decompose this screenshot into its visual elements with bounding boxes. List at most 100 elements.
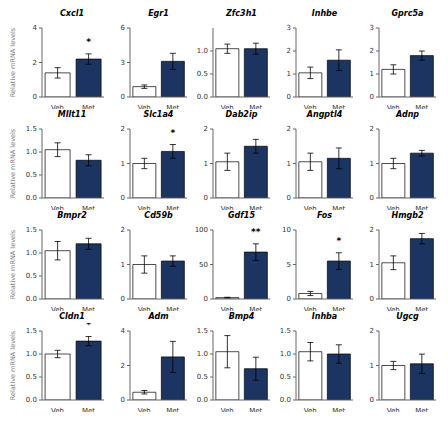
svg-text:Veh: Veh — [51, 407, 64, 412]
svg-text:Veh: Veh — [221, 306, 234, 311]
svg-text:Veh: Veh — [304, 306, 317, 311]
svg-text:Met: Met — [166, 205, 179, 210]
svg-text:0: 0 — [287, 194, 291, 202]
svg-text:0.0: 0.0 — [26, 295, 37, 303]
svg-text:Relative mRNA levels: Relative mRNA levels — [9, 128, 17, 198]
svg-text:1.5: 1.5 — [280, 327, 291, 335]
svg-text:Veh: Veh — [221, 104, 234, 109]
svg-text:0.0: 0.0 — [26, 396, 37, 404]
svg-text:2: 2 — [370, 327, 374, 335]
svg-text:*: * — [170, 128, 175, 138]
svg-text:1.0: 1.0 — [197, 47, 208, 55]
svg-text:Met: Met — [82, 205, 95, 210]
svg-text:Met: Met — [415, 104, 428, 109]
svg-text:1: 1 — [287, 70, 291, 78]
svg-text:0.5: 0.5 — [26, 373, 37, 381]
svg-text:Met: Met — [249, 306, 262, 311]
svg-text:Met: Met — [166, 306, 179, 311]
svg-text:Relative mRNA levels: Relative mRNA levels — [9, 229, 17, 299]
svg-text:*: * — [86, 323, 91, 330]
svg-text:Veh: Veh — [138, 205, 151, 210]
svg-text:0.5: 0.5 — [26, 272, 37, 280]
svg-text:Veh: Veh — [304, 104, 317, 109]
svg-text:1.0: 1.0 — [26, 249, 37, 257]
svg-text:4: 4 — [121, 327, 126, 335]
svg-text:0: 0 — [370, 93, 374, 101]
svg-text:Met: Met — [166, 407, 179, 412]
svg-text:Met: Met — [249, 407, 262, 412]
svg-text:Veh: Veh — [51, 306, 64, 311]
svg-text:Met: Met — [332, 306, 345, 311]
svg-text:Relative mRNA levels: Relative mRNA levels — [9, 330, 17, 400]
svg-text:Met: Met — [249, 104, 262, 109]
svg-text:2: 2 — [121, 125, 125, 133]
svg-text:2: 2 — [33, 59, 37, 67]
svg-text:Met: Met — [82, 104, 95, 109]
svg-text:2: 2 — [370, 47, 374, 55]
svg-text:Met: Met — [332, 104, 345, 109]
svg-text:Veh: Veh — [304, 407, 317, 412]
svg-text:1: 1 — [370, 362, 374, 370]
svg-text:1.5: 1.5 — [26, 226, 37, 234]
svg-text:Met: Met — [82, 407, 95, 412]
svg-text:Veh: Veh — [138, 104, 151, 109]
svg-text:2: 2 — [287, 47, 291, 55]
svg-text:0: 0 — [121, 295, 125, 303]
svg-text:3: 3 — [287, 24, 291, 32]
svg-text:Met: Met — [332, 205, 345, 210]
svg-text:1.0: 1.0 — [26, 350, 37, 358]
svg-text:0: 0 — [287, 295, 291, 303]
svg-text:Veh: Veh — [221, 205, 234, 210]
svg-text:Veh: Veh — [387, 306, 400, 311]
svg-text:0.5: 0.5 — [26, 171, 37, 179]
svg-text:*: * — [336, 236, 341, 246]
svg-text:1: 1 — [287, 160, 291, 168]
svg-text:Veh: Veh — [221, 407, 234, 412]
svg-text:Met: Met — [82, 306, 95, 311]
svg-text:Veh: Veh — [304, 205, 317, 210]
svg-text:Relative mRNA levels: Relative mRNA levels — [9, 27, 17, 97]
svg-text:0.0: 0.0 — [280, 396, 291, 404]
svg-text:1: 1 — [370, 261, 374, 269]
svg-text:2: 2 — [370, 125, 374, 133]
svg-text:0.5: 0.5 — [197, 373, 208, 381]
svg-text:Veh: Veh — [387, 407, 400, 412]
svg-text:1.0: 1.0 — [197, 350, 208, 358]
svg-text:**: ** — [251, 227, 261, 237]
svg-text:0: 0 — [204, 295, 208, 303]
svg-text:Veh: Veh — [51, 205, 64, 210]
svg-text:50: 50 — [199, 261, 208, 269]
svg-text:10: 10 — [282, 226, 291, 234]
svg-text:Met: Met — [415, 306, 428, 311]
svg-text:*: * — [86, 37, 91, 47]
svg-text:1.5: 1.5 — [197, 327, 208, 335]
svg-text:1.5: 1.5 — [26, 327, 37, 335]
svg-text:2: 2 — [204, 125, 208, 133]
svg-text:3: 3 — [370, 24, 374, 32]
svg-text:Met: Met — [249, 205, 262, 210]
svg-text:6: 6 — [121, 24, 126, 32]
svg-text:4: 4 — [33, 24, 38, 32]
svg-text:Met: Met — [332, 407, 345, 412]
svg-text:Veh: Veh — [138, 407, 151, 412]
svg-text:0.0: 0.0 — [197, 396, 208, 404]
svg-text:Veh: Veh — [51, 104, 64, 109]
svg-text:Met: Met — [415, 407, 428, 412]
svg-text:0.0: 0.0 — [26, 194, 37, 202]
svg-text:Veh: Veh — [387, 104, 400, 109]
svg-text:3: 3 — [121, 59, 125, 67]
svg-text:0: 0 — [33, 93, 37, 101]
svg-text:1.0: 1.0 — [280, 350, 291, 358]
svg-text:2: 2 — [370, 226, 374, 234]
svg-text:1: 1 — [121, 160, 125, 168]
svg-text:2: 2 — [121, 362, 125, 370]
svg-text:0: 0 — [121, 194, 125, 202]
svg-text:0.5: 0.5 — [197, 70, 208, 78]
svg-text:1: 1 — [121, 261, 125, 269]
svg-text:Veh: Veh — [387, 205, 400, 210]
svg-text:Met: Met — [415, 205, 428, 210]
svg-text:Veh: Veh — [138, 306, 151, 311]
svg-text:2: 2 — [121, 226, 125, 234]
svg-text:1: 1 — [370, 70, 374, 78]
svg-text:0: 0 — [370, 194, 374, 202]
